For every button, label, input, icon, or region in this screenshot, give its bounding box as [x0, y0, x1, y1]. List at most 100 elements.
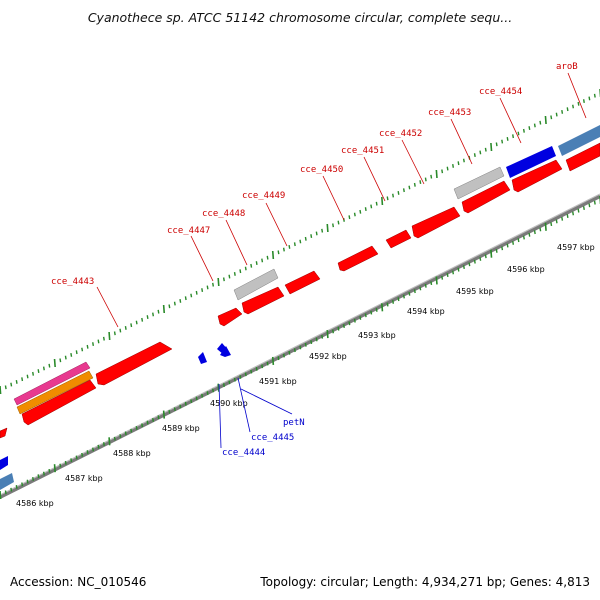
scale-tick: [293, 242, 296, 247]
scale-tick: [501, 246, 504, 251]
gene-label[interactable]: cce_4443: [51, 277, 94, 287]
scale-tick: [86, 344, 89, 349]
scale-tick: [130, 428, 133, 433]
gene-feature[interactable]: [0, 473, 14, 490]
scale-tick: [266, 255, 269, 260]
scale-tick: [59, 358, 62, 363]
scale-tick: [386, 196, 389, 201]
scale-tick: [201, 393, 204, 398]
scale-tick: [304, 236, 307, 241]
inner-tick-row: [0, 196, 600, 500]
scale-tick: [157, 415, 160, 420]
gene-feature[interactable]: [411, 206, 461, 239]
kbp-label: 4595 kbp: [456, 287, 494, 296]
scale-tick: [0, 385, 2, 395]
scale-tick: [75, 350, 78, 355]
kbp-label: 4594 kbp: [407, 307, 445, 316]
gene-feature[interactable]: [0, 456, 8, 470]
scale-tick: [228, 380, 231, 385]
scale-tick: [533, 123, 536, 128]
gene-label[interactable]: cce_4454: [479, 87, 522, 97]
scale-tick: [239, 375, 242, 379]
gene-feature[interactable]: [565, 142, 600, 172]
scale-tick: [10, 487, 13, 492]
gene-label[interactable]: cce_4453: [428, 108, 471, 118]
scale-tick: [506, 243, 509, 248]
scale-tick: [555, 112, 558, 117]
scale-tick: [408, 185, 411, 190]
scale-tick: [457, 161, 460, 166]
gene-label[interactable]: cce_4444: [222, 448, 265, 458]
scale-tick: [113, 436, 116, 441]
gene-label[interactable]: aroB: [556, 62, 578, 72]
gene-feature[interactable]: [16, 370, 94, 415]
scale-tick: [490, 249, 493, 258]
scale-tick: [119, 328, 122, 333]
scale-tick: [446, 273, 449, 278]
genome-stats-label: Topology: circular; Length: 4,934,271 bp…: [260, 575, 590, 589]
map-title: Cyanothece sp. ATCC 51142 chromosome cir…: [87, 10, 513, 25]
scale-tick: [533, 230, 536, 235]
gene-feature[interactable]: [0, 427, 8, 439]
gene-feature[interactable]: [241, 286, 285, 315]
scale-tick: [375, 308, 378, 312]
gene-label[interactable]: cce_4445: [251, 433, 294, 443]
gene-feature[interactable]: [95, 341, 173, 386]
scale-tick: [353, 212, 356, 217]
gene-feature[interactable]: [284, 270, 321, 295]
gene-feature[interactable]: [337, 245, 379, 272]
scale-tick: [441, 169, 444, 174]
gene-feature[interactable]: [385, 229, 412, 249]
scale-tick: [566, 214, 569, 219]
gene-features[interactable]: [0, 125, 600, 490]
gene-label[interactable]: cce_4449: [242, 191, 285, 201]
gene-feature[interactable]: [461, 180, 511, 214]
scale-tick: [473, 259, 476, 264]
gene-feature[interactable]: [13, 361, 91, 406]
gene-feature[interactable]: [558, 125, 600, 156]
scale-tick: [299, 345, 302, 350]
scale-tick: [310, 234, 313, 239]
gene-feature[interactable]: [217, 307, 243, 327]
scale-tick: [152, 417, 155, 422]
scale-tick: [92, 447, 95, 452]
scale-tick: [348, 321, 351, 326]
scale-tick: [550, 222, 553, 227]
scale-tick: [479, 257, 482, 261]
scale-tick: [119, 434, 122, 438]
gene-label[interactable]: cce_4452: [379, 129, 422, 139]
scale-tick: [92, 342, 95, 347]
kbp-label: 4597 kbp: [557, 243, 595, 252]
scale-tick: [222, 277, 225, 282]
gene-feature[interactable]: [506, 146, 556, 178]
kbp-label: 4592 kbp: [309, 352, 347, 361]
scale-tick: [26, 479, 29, 484]
gene-feature[interactable]: [220, 346, 231, 357]
gene-label[interactable]: cce_4450: [300, 165, 343, 175]
gene-feature[interactable]: [511, 159, 563, 193]
scale-tick: [141, 317, 144, 322]
scale-tick: [233, 271, 236, 276]
gene-label[interactable]: cce_4447: [167, 226, 210, 236]
gene-label[interactable]: cce_4448: [202, 209, 245, 219]
gene-label[interactable]: petN: [283, 418, 305, 428]
gene-feature[interactable]: [233, 268, 279, 301]
scale-tick: [97, 444, 100, 449]
scale-tick: [108, 437, 111, 446]
kbp-label: 4587 kbp: [65, 474, 103, 483]
scale-tick: [408, 291, 411, 296]
gene-feature[interactable]: [21, 379, 97, 426]
scale-tick: [528, 232, 531, 237]
scale-tick: [37, 369, 40, 374]
scale-tick: [124, 325, 127, 330]
gene-feature[interactable]: [453, 166, 505, 200]
gene-feature[interactable]: [198, 352, 207, 364]
scale-tick: [539, 227, 542, 232]
scale-tick: [21, 377, 24, 382]
kbp-label: 4590 kbp: [210, 399, 248, 408]
scale-tick: [59, 463, 62, 468]
gene-label[interactable]: cce_4451: [341, 146, 384, 156]
scale-tick: [593, 200, 596, 205]
scale-tick: [512, 134, 515, 139]
